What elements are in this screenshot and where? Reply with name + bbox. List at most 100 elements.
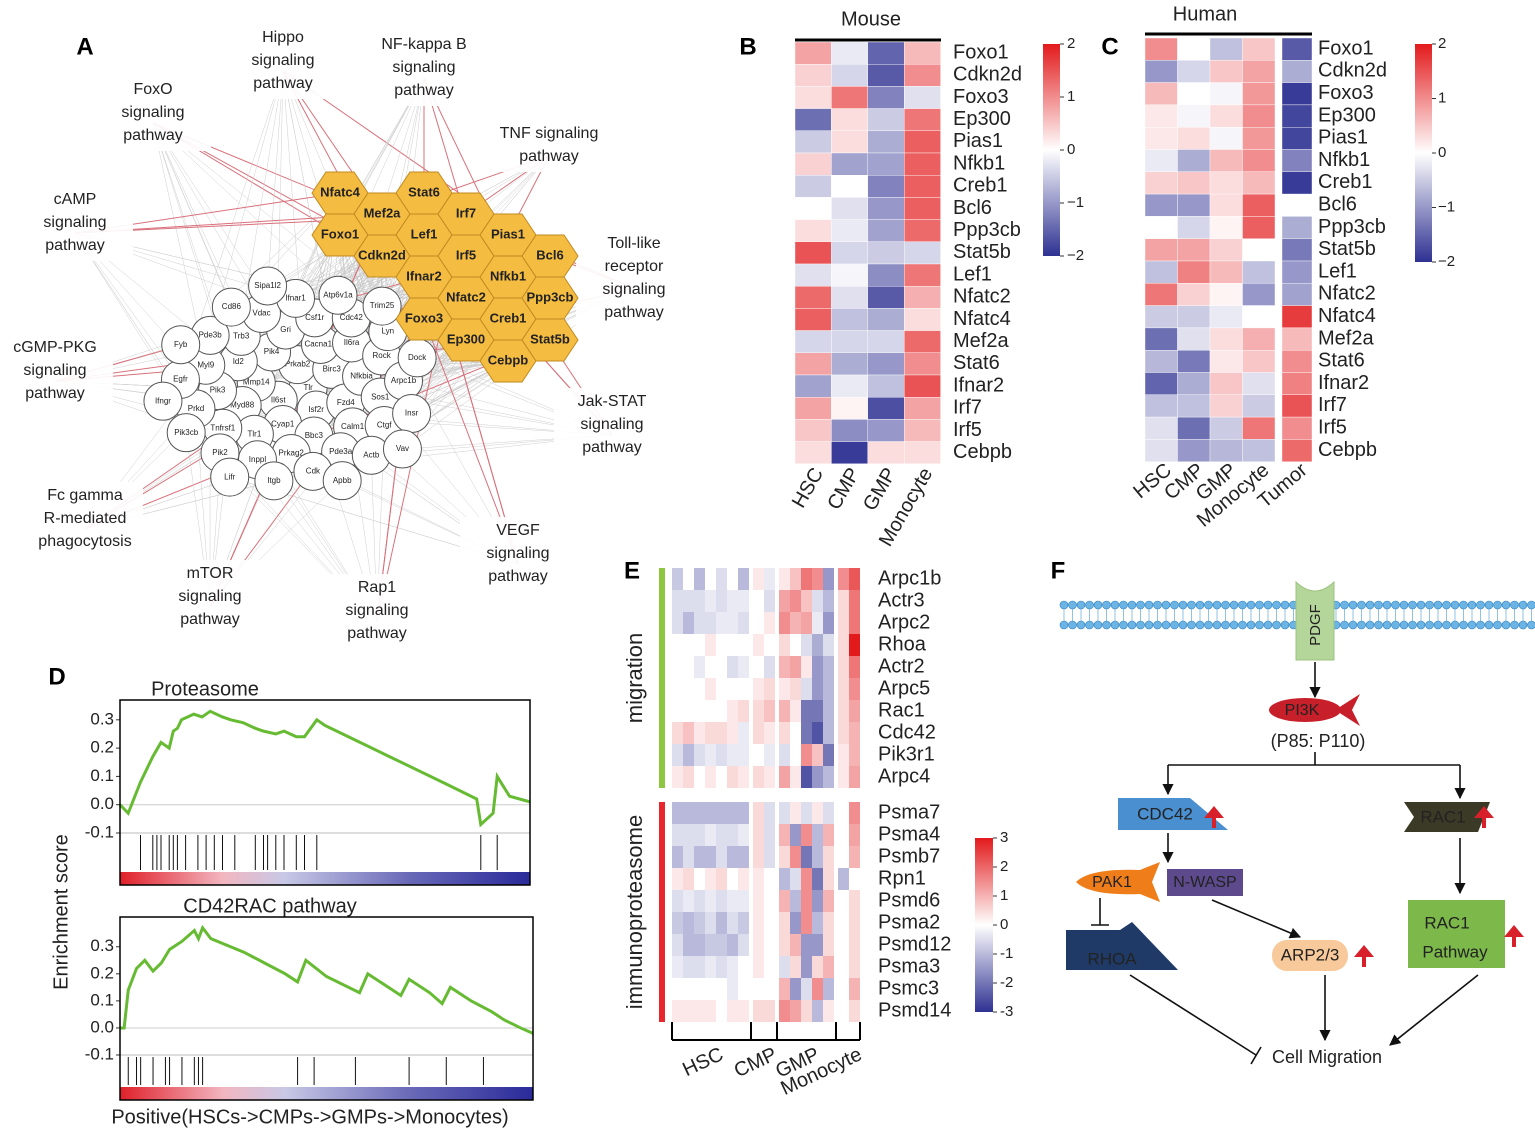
- pathway-label: signaling: [392, 59, 455, 76]
- gene-node: [318, 275, 358, 315]
- heatmap-cell: [716, 1000, 727, 1022]
- up-arrow: [1354, 945, 1374, 967]
- heatmap-cell: [867, 130, 905, 154]
- gene-label: Actb: [363, 450, 380, 459]
- heatmap-cell: [823, 956, 834, 978]
- heatmap-cell: [1242, 327, 1276, 351]
- heatmap-cell: [694, 802, 705, 824]
- row-label: Lef1: [953, 263, 992, 285]
- gene-label: Prkd: [188, 404, 204, 413]
- heatmap-cell: [738, 868, 749, 890]
- panel-label: E: [624, 557, 640, 584]
- pathway-box: [366, 31, 482, 106]
- heatmap-cell: [694, 700, 705, 722]
- y-axis-label: Enrichment score: [50, 834, 72, 990]
- row-label: Irf5: [953, 419, 982, 441]
- lipid-head: [1442, 620, 1451, 630]
- lipid-head: [1068, 600, 1077, 610]
- lipid-head: [1153, 620, 1162, 630]
- heatmap-cell: [1209, 193, 1243, 217]
- gene-label: Arpc1b: [391, 376, 417, 385]
- heatmap-cell: [849, 846, 860, 868]
- gene-node: [166, 413, 206, 453]
- row-label: Nfkb1: [1318, 149, 1370, 171]
- section-label: immunoproteasome: [622, 815, 647, 1009]
- heatmap-cell: [683, 590, 694, 612]
- lipid-head: [1212, 620, 1222, 630]
- heatmap-cell: [683, 846, 694, 868]
- heatmap-cell: [672, 802, 683, 824]
- x-axis-label: Positive(HSCs->CMPs->GMPs->Monocytes): [111, 1106, 508, 1128]
- lipid-head: [1518, 620, 1528, 630]
- heatmap-cell: [753, 700, 764, 722]
- heatmap-cell: [764, 766, 775, 788]
- heatmap-cell: [1177, 82, 1211, 106]
- lipid-head: [1357, 600, 1366, 610]
- heatmap-cell: [683, 634, 694, 656]
- receptor-shape: [1295, 580, 1335, 661]
- heatmap-cell: [764, 846, 775, 868]
- heatmap-cell: [694, 656, 705, 678]
- lipid-head: [1255, 620, 1264, 630]
- heatmap-cell: [753, 846, 764, 868]
- heatmap-cell: [1242, 372, 1276, 395]
- heatmap-cell: [849, 744, 860, 766]
- heatmap-cell: [738, 744, 749, 766]
- heatmap-cell: [779, 678, 790, 700]
- heatmap-cell: [764, 744, 775, 766]
- heatmap-cell: [727, 978, 738, 1000]
- row-label: Pik3r1: [878, 743, 935, 765]
- node-label: RAC1: [1424, 913, 1469, 932]
- hub-label: Nfatc2: [446, 289, 486, 304]
- rac1-pathway-shape: [1408, 900, 1505, 968]
- heatmap-cell: [683, 912, 694, 934]
- heatmap-cell: [831, 263, 869, 287]
- heatmap-cell: [683, 744, 694, 766]
- heatmap-cell: [694, 956, 705, 978]
- heatmap-cell: [1281, 372, 1313, 395]
- lipid-head: [1195, 600, 1205, 610]
- heatmap-cell: [1209, 171, 1243, 195]
- heatmap-cell: [904, 374, 941, 398]
- heatmap-cell: [838, 722, 849, 744]
- heatmap-cell: [812, 978, 823, 1000]
- heatmap-cell: [738, 956, 749, 978]
- lipid-head: [1144, 620, 1154, 630]
- pathway-label: signaling: [580, 416, 643, 433]
- lipid-head: [1348, 620, 1358, 630]
- heatmap-cell: [904, 330, 941, 354]
- heatmap-cell: [823, 912, 834, 934]
- heatmap-cell: [1281, 283, 1313, 306]
- heatmap-cell: [801, 956, 812, 978]
- heatmap-cell: [672, 634, 683, 656]
- heatmap-cell: [1281, 416, 1313, 440]
- row-label: Bcl6: [1318, 194, 1357, 216]
- heatmap-cell: [672, 722, 683, 744]
- heatmap-cell: [764, 656, 775, 678]
- pathway-box: [225, 24, 341, 99]
- column-label: CMP: [823, 464, 864, 513]
- heatmap-cell: [716, 612, 727, 634]
- heatmap-cell: [867, 286, 905, 309]
- node-label: PI3K: [1285, 702, 1320, 719]
- heatmap-cell: [831, 286, 869, 309]
- gene-label: Prkag2: [279, 449, 305, 458]
- heatmap-cell: [764, 824, 775, 846]
- heatmap-cell: [849, 590, 860, 612]
- lipid-head: [1365, 620, 1375, 630]
- nwasp-shape: [1167, 869, 1243, 896]
- panel-label: D: [48, 663, 65, 690]
- gene-label: Ctgf: [377, 421, 392, 430]
- heatmap-cell: [794, 308, 832, 331]
- row-label: Arpc5: [878, 677, 930, 699]
- heatmap-cell: [694, 766, 705, 788]
- heatmap-cell: [694, 890, 705, 912]
- heatmap-cell: [1281, 439, 1313, 462]
- gene-label: Pik3: [210, 386, 226, 395]
- lipid-head: [1246, 620, 1256, 630]
- heatmap-cell: [764, 590, 775, 612]
- pathway-label: pathway: [347, 625, 407, 642]
- heatmap-cell: [705, 634, 716, 656]
- heatmap-cell: [801, 978, 812, 1000]
- heatmap-cell: [1242, 394, 1276, 418]
